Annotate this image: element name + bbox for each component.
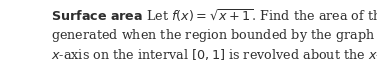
Text: generated when the region bounded by the graph of $f$ and the: generated when the region bounded by the… — [51, 27, 377, 44]
Text: $x$-axis on the interval $[0, 1]$ is revolved about the $x$-axis.: $x$-axis on the interval $[0, 1]$ is rev… — [51, 47, 377, 62]
Text: $\mathbf{Surface\ area}$ Let $f(x) = \sqrt{x+1}$. Find the area of the surface: $\mathbf{Surface\ area}$ Let $f(x) = \sq… — [51, 7, 377, 24]
